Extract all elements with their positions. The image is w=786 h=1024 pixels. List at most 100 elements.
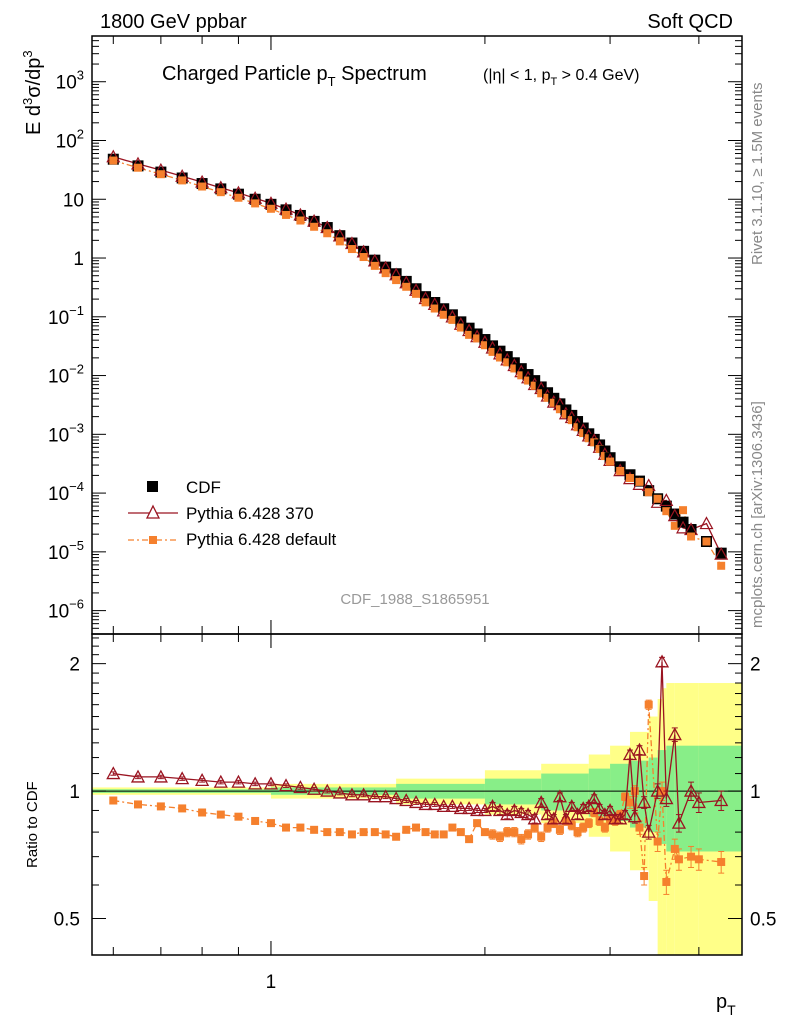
ratio-pythia370-point	[654, 654, 670, 668]
plot-title-cuts: (|η| < 1, pT > 0.4 GeV)	[483, 67, 639, 88]
main-cdf-point	[577, 422, 589, 434]
main-y-tick-label: 10−5	[48, 538, 84, 564]
ratio-pythia370-point	[507, 803, 522, 817]
legend-cdf-label: CDF	[186, 478, 221, 497]
main-pythiadef-point	[503, 358, 512, 367]
ratio-pythia370-point	[564, 799, 579, 813]
rivet-version-label: Rivet 3.1.10, ≥ 1.5M events	[749, 83, 766, 266]
main-data-layer	[106, 149, 729, 570]
ratio-y-tick-label: 2	[69, 655, 80, 676]
main-pythia370-point	[667, 508, 682, 522]
ratio-y-tick-label-right: 0.5	[750, 910, 776, 931]
main-pythiadef-point	[717, 561, 726, 570]
ratio-pythiadef-point	[503, 828, 512, 837]
main-pythiadef-point	[347, 245, 356, 254]
main-cdf-point	[308, 215, 320, 227]
ratio-pythia370-point	[293, 780, 308, 794]
main-cdf-point	[249, 193, 261, 205]
ratio-pythiadef-point	[234, 812, 243, 821]
ratio-pythiadef-point	[687, 852, 696, 861]
ratio-pythia370-point	[500, 807, 515, 821]
main-pythiadef-point	[251, 199, 260, 208]
tick-base: 10	[48, 484, 69, 505]
main-pythiadef-point	[561, 410, 570, 419]
mcplots-credit-label: mcplots.cern.ch [arXiv:1306.3436]	[749, 401, 766, 628]
legend-pythia370-label: Pythia 6.428 370	[186, 504, 314, 523]
ratio-pythiadef-point	[251, 816, 260, 825]
ratio-pythia370-point	[399, 793, 414, 807]
ratio-pythiadef-point	[282, 823, 291, 832]
ratio-pythiadef-point	[573, 828, 582, 837]
ratio-pythia370-point	[356, 787, 371, 801]
ratio-pythiadef-point	[635, 823, 644, 832]
main-cdf-point	[685, 524, 697, 536]
ratio-stat-band	[657, 750, 663, 844]
x-tick-label: 1	[266, 972, 277, 993]
ratio-pythia370-point	[175, 771, 190, 785]
ratio-y-tick-label-right: 1	[750, 782, 761, 803]
ratio-pythia370-point	[691, 795, 706, 809]
main-y-tick-label: 102	[56, 126, 84, 152]
main-pythiadef-point	[359, 253, 368, 262]
ratio-pythia370-point	[641, 824, 656, 838]
ratio-pythiadef-point	[439, 830, 448, 839]
ratio-pythiadef-point	[510, 828, 519, 837]
ylabel-mid: σ/dp	[23, 58, 45, 98]
ratio-pythiadef-point	[456, 828, 465, 837]
ratio-pythiadef-point	[694, 855, 703, 864]
plot-title-main: Charged Particle p	[162, 63, 328, 85]
main-cdf-point	[400, 275, 412, 287]
ratio-pythia370-point	[213, 774, 228, 788]
main-pythiadef-point	[456, 323, 465, 332]
legend: CDF Pythia 6.428 370 Pythia 6.428 defaul…	[128, 478, 337, 549]
main-cdf-point	[346, 237, 358, 249]
ratio-pythiadef-point	[584, 819, 593, 828]
main-cdf-point	[501, 351, 513, 363]
main-pythiadef-point	[616, 466, 625, 475]
ratio-pythia370-point	[514, 805, 529, 819]
ratio-pythia370-point	[320, 783, 335, 797]
main-pythiadef-point	[178, 176, 187, 185]
ratio-pythia370-point	[671, 815, 687, 829]
legend-pythia370-marker	[145, 504, 161, 519]
ratio-pythiadef-point	[555, 825, 564, 834]
main-pythiadef-point	[555, 405, 564, 414]
ratio-pythia370-point	[520, 807, 536, 821]
main-cdf-point	[494, 345, 506, 357]
ratio-pythiadef-point	[567, 821, 576, 830]
ratio-pythia370-point	[552, 789, 567, 803]
tick-base: 10	[48, 367, 69, 388]
main-pythiadef-point	[653, 494, 662, 503]
tick-exp: −1	[69, 303, 84, 318]
ratio-pythia370-point	[576, 801, 591, 815]
main-cdf-point	[455, 316, 467, 328]
ratio-pythia370-point	[618, 807, 633, 821]
main-pythiadef-point	[198, 182, 207, 191]
main-pythiadef-point	[234, 193, 243, 202]
main-cdf-point	[508, 357, 520, 369]
ratio-pythiadef-point	[266, 819, 275, 828]
main-cdf-point	[410, 283, 422, 295]
ratio-pythiadef-point	[621, 792, 630, 801]
ratio-pythiadef-point	[347, 830, 356, 839]
ratio-pythiadef-point	[156, 802, 165, 811]
ratio-stat-band	[648, 757, 658, 833]
ratio-data-layer	[106, 654, 729, 895]
ratio-pythia370-point	[470, 803, 485, 817]
ylabel-prefix: E d	[23, 105, 45, 135]
ratio-pythia370-point	[527, 811, 542, 825]
ratio-pythiadef-point	[381, 830, 390, 839]
tick-base: 10	[48, 308, 69, 329]
ratio-pythiadef-point	[323, 828, 332, 837]
main-pythiadef-point	[670, 521, 679, 530]
ratio-pythia370-point	[650, 783, 665, 797]
main-cdf-point	[715, 547, 727, 559]
main-pythiadef-point	[465, 330, 474, 339]
main-pythiadef-point	[644, 488, 653, 497]
tick-exp: 2	[77, 126, 84, 141]
ratio-pythia370-point	[667, 727, 682, 741]
ratio-pythiadef-point	[473, 819, 482, 828]
